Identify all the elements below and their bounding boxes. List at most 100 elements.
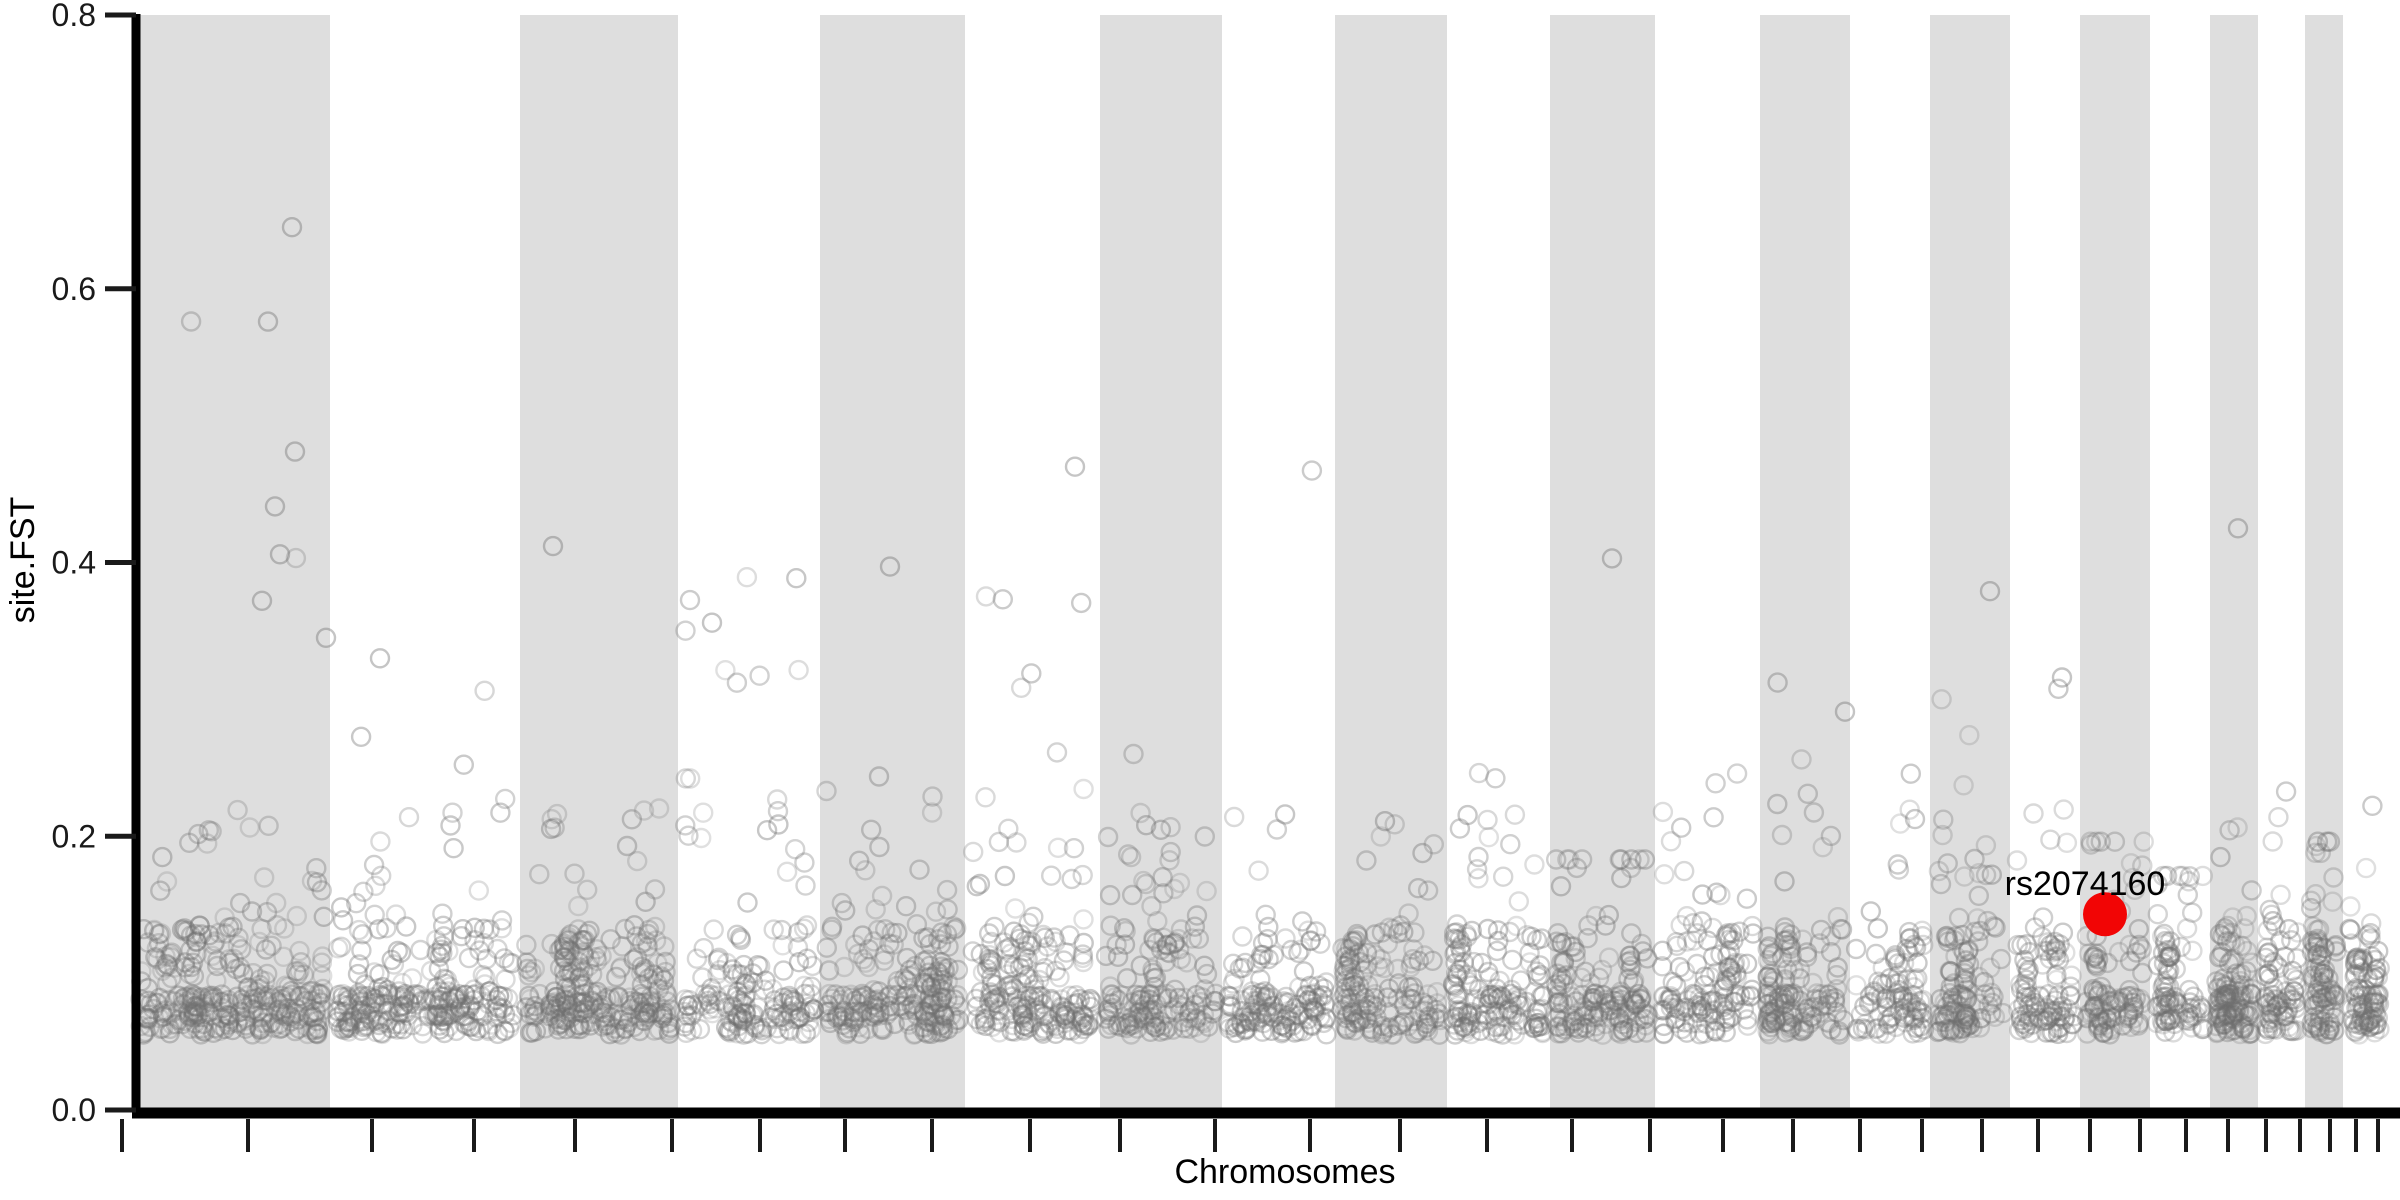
scatter-point	[1342, 971, 1364, 992]
scatter-point	[1956, 989, 1977, 1010]
scatter-point	[2259, 1009, 2281, 1031]
scatter-point	[257, 963, 278, 985]
scatter-point	[1764, 1004, 1785, 1026]
scatter-point	[448, 999, 470, 1021]
scatter-point	[1531, 998, 1553, 1020]
scatter-point	[1013, 1020, 1035, 1041]
scatter-point	[2237, 1005, 2258, 1027]
scatter-point	[253, 990, 274, 1011]
scatter-point	[226, 986, 248, 1007]
scatter-point	[1810, 919, 1832, 941]
scatter-point	[1959, 1014, 1981, 1035]
chromosome-band	[520, 15, 678, 1110]
scatter-point	[1676, 1022, 1698, 1043]
scatter-point	[460, 996, 481, 1017]
scatter-point	[980, 996, 1001, 1018]
scatter-point	[1552, 992, 1574, 1014]
scatter-point	[2183, 986, 2204, 1007]
scatter-point	[730, 1003, 752, 1024]
scatter-point	[1471, 952, 1492, 974]
scatter-point	[1315, 1007, 1336, 1028]
scatter-point	[2352, 948, 2374, 969]
scatter-point	[2241, 952, 2262, 973]
scatter-point	[1393, 1011, 1415, 1033]
scatter-point	[1445, 963, 1467, 984]
scatter-point	[355, 1014, 376, 1036]
scatter-point	[1511, 995, 1533, 1016]
scatter-point	[2353, 998, 2374, 1019]
scatter-point	[632, 1010, 653, 1031]
scatter-point	[1759, 1003, 1780, 1024]
scatter-point	[398, 991, 419, 1012]
scatter-point	[269, 1018, 290, 1040]
scatter-point	[654, 936, 675, 957]
chromosome-band	[133, 15, 330, 1110]
scatter-point	[1810, 995, 1832, 1017]
scatter-point	[834, 1001, 855, 1022]
scatter-point	[332, 910, 354, 931]
scatter-point	[1430, 1009, 1451, 1031]
scatter-point	[403, 985, 424, 1006]
scatter-point	[1618, 968, 1639, 990]
scatter-point	[1485, 1001, 1506, 1022]
scatter-point	[1271, 1023, 1293, 1044]
scatter-point	[410, 939, 431, 961]
scatter-point	[929, 963, 950, 984]
scatter-point	[2179, 992, 2201, 1013]
scatter-point	[1818, 1013, 1840, 1034]
scatter-point	[256, 902, 278, 923]
scatter-point	[249, 1018, 270, 1040]
scatter-point	[751, 1023, 772, 1045]
scatter-point	[387, 1019, 408, 1040]
scatter-point	[2268, 957, 2290, 978]
highlighted-snp-point[interactable]	[2083, 892, 2127, 937]
scatter-point	[2256, 994, 2278, 1016]
scatter-point	[1365, 944, 1386, 966]
scatter-point	[1426, 993, 1448, 1014]
scatter-point	[2368, 984, 2389, 1005]
scatter-point	[2236, 961, 2257, 982]
scatter-point	[2221, 1007, 2243, 1029]
scatter-point	[2310, 983, 2331, 1004]
scatter-point	[1062, 1009, 1084, 1030]
scatter-point	[2310, 842, 2332, 864]
scatter-point	[145, 992, 167, 1013]
scatter-point	[2025, 996, 2047, 1017]
scatter-point	[275, 975, 296, 996]
scatter-point	[307, 1023, 328, 1045]
scatter-point	[855, 952, 876, 973]
scatter-point	[638, 1003, 659, 1024]
scatter-point	[1865, 943, 1887, 965]
scatter-point	[1011, 1004, 1032, 1026]
scatter-point	[547, 994, 568, 1016]
scatter-point	[434, 1022, 455, 1044]
scatter-point	[1467, 1013, 1489, 1034]
scatter-point	[2364, 1022, 2385, 1043]
scatter-point	[376, 918, 397, 939]
scatter-point	[1123, 743, 1144, 765]
scatter-point	[2018, 1010, 2040, 1031]
scatter-point	[1619, 945, 1640, 966]
scatter-point	[581, 982, 602, 1003]
scatter-point	[1356, 1008, 1377, 1030]
scatter-point	[266, 915, 288, 936]
scatter-point	[1045, 1023, 1067, 1045]
scatter-point	[1668, 999, 1690, 1020]
scatter-point	[1936, 996, 1957, 1017]
scatter-point	[779, 1001, 800, 1022]
highlight-point-layer[interactable]	[2083, 892, 2127, 937]
scatter-point	[988, 999, 1009, 1020]
scatter-point	[569, 1015, 590, 1036]
scatter-point	[784, 994, 805, 1015]
scatter-point	[2366, 992, 2388, 1013]
scatter-point	[1958, 939, 1979, 961]
scatter-point	[1015, 964, 1037, 986]
scatter-point	[1422, 950, 1443, 971]
scatter-point	[1598, 947, 1620, 968]
scatter-point	[558, 961, 579, 982]
scatter-point	[2153, 953, 2175, 974]
scatter-point	[620, 991, 641, 1012]
scatter-point	[372, 986, 393, 1007]
scatter-point	[871, 1017, 892, 1039]
scatter-point	[1190, 992, 1212, 1013]
